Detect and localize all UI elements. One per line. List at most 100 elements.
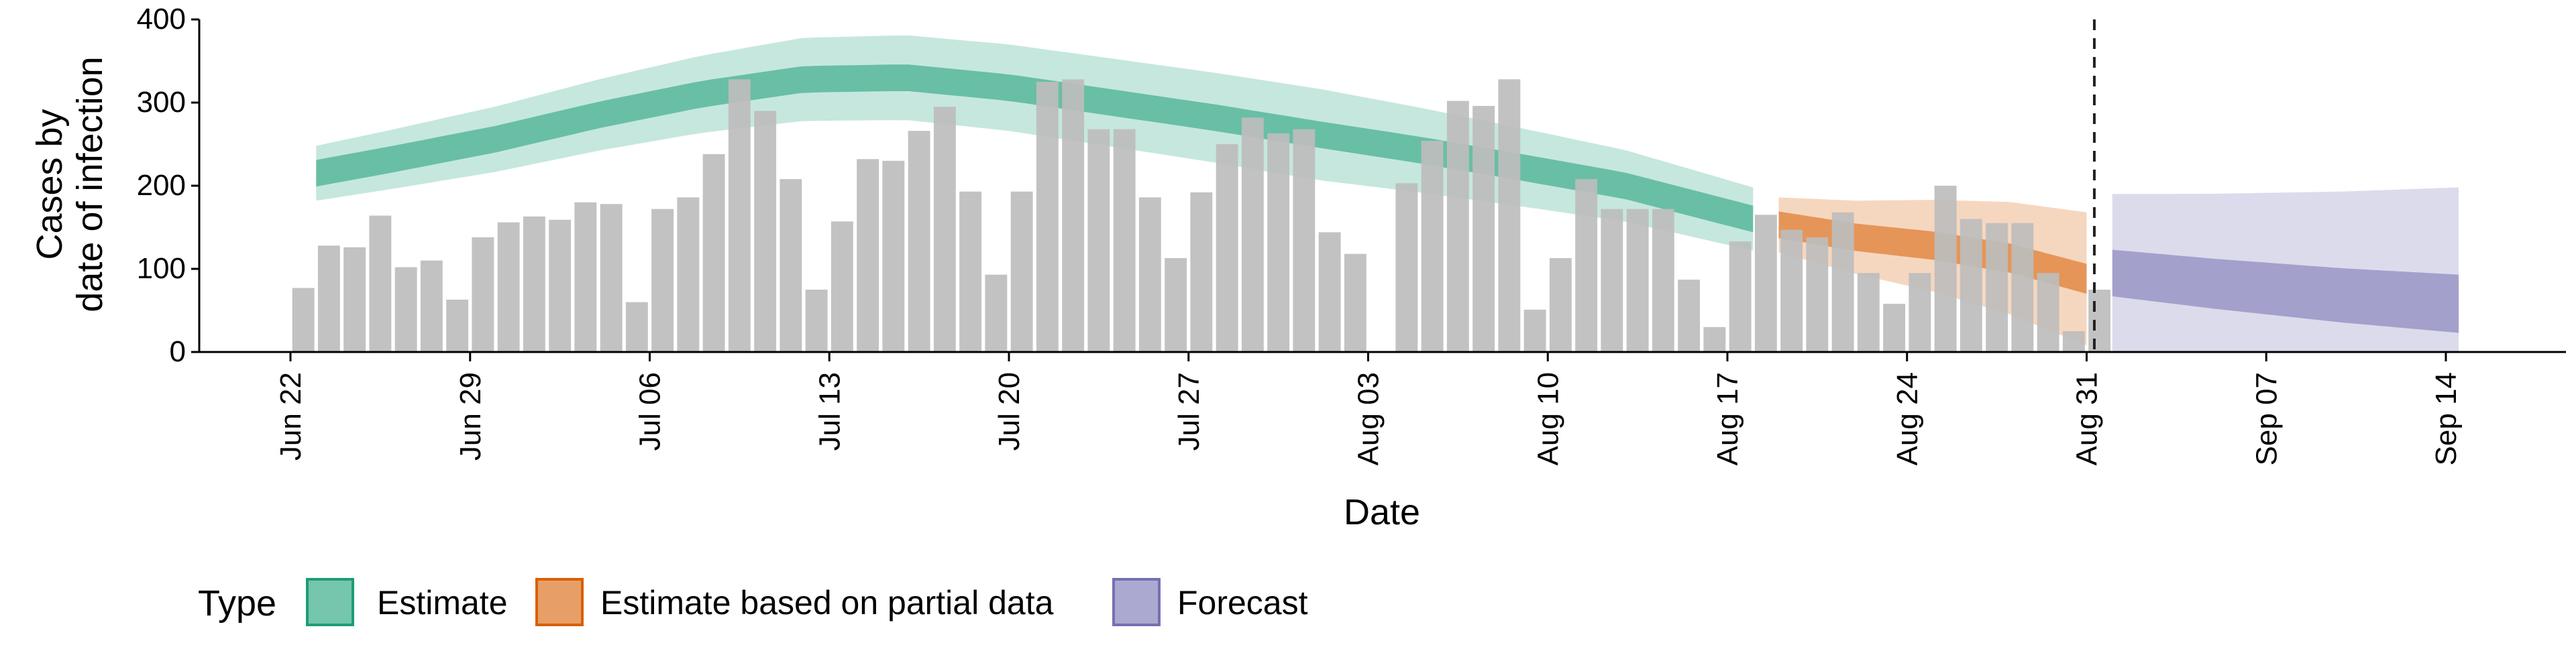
legend-key (535, 578, 584, 626)
bar (1575, 179, 1598, 352)
bar (446, 299, 469, 352)
bar (857, 159, 879, 353)
bar (1806, 237, 1829, 352)
x-tick-label: Aug 31 (2071, 372, 2104, 465)
legend-key (1112, 578, 1161, 626)
legend-label: Estimate (377, 584, 508, 622)
x-tick-label: Jul 20 (993, 372, 1026, 451)
bar (523, 216, 545, 352)
bar (1626, 209, 1649, 352)
bar (2088, 290, 2111, 352)
bar (1190, 192, 1213, 352)
bands-layer (316, 35, 2459, 352)
bar (805, 290, 828, 352)
bar (908, 131, 930, 352)
x-tick-label: Jun 29 (454, 372, 487, 461)
bar (1780, 229, 1803, 352)
bar (882, 160, 905, 353)
bar (1986, 223, 2008, 352)
bar (1010, 191, 1033, 352)
y-tick-label: 100 (137, 252, 186, 285)
x-tick-label: Aug 24 (1891, 372, 1924, 465)
axes-layer: 0 100 200 300 400 Jun 22 Jun 29 Jul 06 Jul 13 Jul… (30, 3, 2566, 532)
bar (1883, 304, 1906, 352)
x-tick-label: Aug 17 (1711, 372, 1744, 465)
y-axis-title-line: Cases by (30, 109, 70, 259)
bar (959, 191, 982, 352)
bar (1087, 129, 1110, 352)
x-tick-label: Aug 03 (1352, 372, 1385, 465)
legend-title: Type (198, 583, 276, 624)
y-axis-title-line: date of infection (70, 56, 110, 312)
legend-label: Forecast (1177, 584, 1308, 622)
legend-key (306, 578, 354, 626)
bar (1960, 219, 1982, 352)
bar (1395, 183, 1418, 352)
legend-label: Estimate based on partial data (600, 584, 1054, 622)
bar (472, 237, 494, 352)
bar (1062, 79, 1085, 353)
legend: Type Estimate Estimate based on partial da… (198, 578, 1308, 626)
bar (1857, 273, 1880, 352)
bar (1113, 129, 1136, 352)
bar (830, 221, 853, 352)
bar (933, 107, 956, 352)
bar (985, 274, 1008, 352)
bar (625, 302, 648, 352)
bar (1344, 253, 1366, 352)
bar (1729, 241, 1752, 352)
bar (1472, 106, 1495, 352)
x-tick-label: Jul 13 (813, 372, 846, 451)
bar (2037, 273, 2059, 352)
bar (1498, 79, 1521, 353)
bar (1165, 257, 1187, 352)
bar (1293, 129, 1316, 352)
bar (369, 215, 392, 352)
estimate-inner-band (316, 64, 1754, 233)
bar (1523, 309, 1546, 352)
bar (343, 247, 366, 352)
x-axis-title: Date (1344, 492, 1420, 532)
bar (728, 79, 751, 353)
y-tick-label: 400 (137, 3, 186, 36)
bar (497, 222, 520, 352)
y-tick-label: 300 (137, 86, 186, 119)
partial-estimate-inner-band (1778, 211, 2087, 294)
bar (754, 111, 777, 352)
bar (420, 260, 443, 352)
x-tick-label: Sep 14 (2430, 372, 2463, 465)
bar (1754, 215, 1777, 352)
bar (1549, 257, 1572, 352)
x-tick-label: Jul 06 (634, 372, 667, 451)
bar (702, 154, 725, 352)
bar (600, 204, 623, 352)
bar (2062, 331, 2085, 352)
bar (677, 197, 700, 352)
bar (780, 179, 802, 352)
bar (1601, 209, 1623, 352)
bar (394, 267, 417, 352)
bar (651, 209, 674, 352)
x-tick-label: Jul 27 (1173, 372, 1205, 451)
bar (1318, 232, 1341, 352)
bar (1036, 82, 1059, 352)
bar (1909, 273, 1931, 352)
bar (1831, 212, 1854, 352)
bar (1703, 327, 1726, 352)
bars-layer (292, 79, 2111, 353)
bar (1241, 117, 1264, 353)
bar (292, 288, 315, 352)
bar (2011, 223, 2034, 352)
y-tick-label: 0 (170, 335, 186, 368)
bar (549, 219, 572, 352)
bar (1446, 101, 1469, 352)
x-tick-label: Aug 10 (1532, 372, 1564, 465)
bar (1421, 141, 1444, 352)
bar (574, 202, 597, 352)
y-tick-label: 200 (137, 169, 186, 202)
bar (1267, 133, 1290, 352)
bar (1652, 209, 1674, 352)
x-tick-label: Jun 22 (274, 372, 307, 461)
